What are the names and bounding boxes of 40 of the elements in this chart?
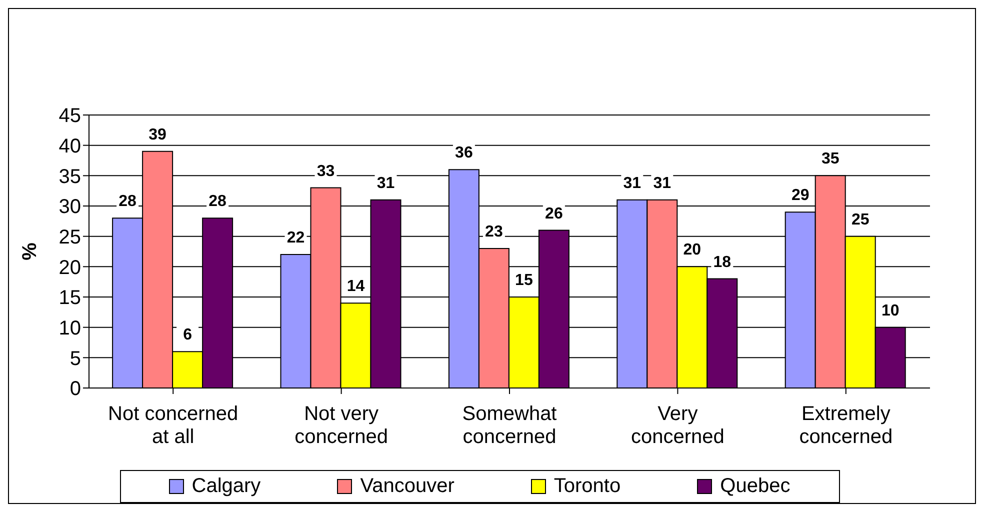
x-tick-label: Not very concerned [294, 403, 388, 448]
y-axis-title: % [19, 242, 42, 260]
y-tick-label: 0 [70, 378, 81, 400]
data-label: 20 [683, 242, 702, 259]
data-label: 31 [623, 174, 642, 192]
x-tick-label: Not concerned at all [108, 403, 238, 448]
y-tick-label: 45 [58, 105, 81, 128]
y-tick-label: 5 [70, 348, 81, 370]
data-label: 33 [316, 162, 335, 180]
y-tick-label: 20 [58, 256, 81, 279]
data-label: 15 [515, 272, 533, 289]
data-label: 10 [881, 302, 900, 320]
y-tick-label: 15 [58, 287, 81, 310]
data-label: 23 [485, 223, 503, 240]
legend-label: Quebec [720, 475, 790, 498]
data-label: 22 [286, 230, 305, 247]
data-label: 25 [851, 211, 870, 228]
data-label: 18 [713, 254, 732, 271]
x-tick-label: Extremely concerned [799, 403, 893, 448]
data-label: 39 [148, 126, 167, 144]
y-tick-label: 35 [58, 166, 81, 188]
data-label: 36 [455, 144, 473, 162]
data-label: 29 [791, 187, 810, 204]
y-tick-label: 10 [58, 317, 81, 340]
x-tick-label: Very concerned [630, 403, 724, 448]
legend-label: Toronto [554, 475, 621, 498]
data-label: 26 [545, 205, 563, 222]
y-tick-label: 40 [58, 135, 81, 158]
data-label: 35 [821, 150, 840, 168]
data-label: 28 [118, 193, 137, 210]
y-tick-label: 25 [58, 226, 81, 248]
data-label: 31 [653, 174, 672, 192]
legend-label: Vancouver [360, 475, 454, 498]
legend-label: Calgary [192, 475, 261, 498]
y-tick-label: 30 [58, 196, 81, 218]
data-label: 31 [376, 174, 395, 192]
data-label: 14 [346, 278, 365, 296]
data-label: 28 [208, 193, 227, 210]
x-tick-label: Somewhat concerned [462, 403, 558, 448]
data-label: 6 [183, 326, 192, 344]
